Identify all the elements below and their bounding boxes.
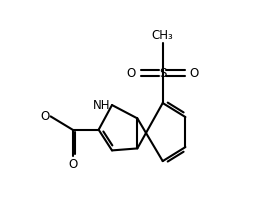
- Text: O: O: [126, 67, 135, 79]
- Text: S: S: [158, 67, 166, 79]
- Text: CH₃: CH₃: [151, 29, 173, 42]
- Text: NH: NH: [92, 99, 109, 111]
- Text: O: O: [40, 110, 49, 123]
- Text: O: O: [68, 158, 77, 171]
- Text: O: O: [189, 67, 198, 79]
